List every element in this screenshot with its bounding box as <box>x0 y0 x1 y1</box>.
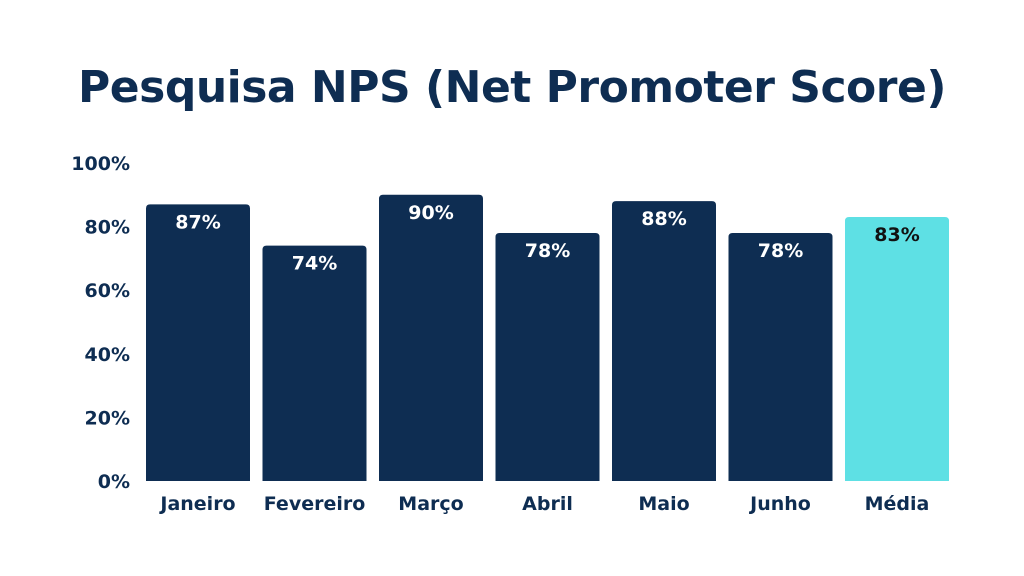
y-tick-label: 20% <box>85 407 130 429</box>
category-label: Maio <box>638 493 689 515</box>
chart-title: Pesquisa NPS (Net Promoter Score) <box>78 62 946 113</box>
data-label: 88% <box>641 208 686 230</box>
category-label: Abril <box>522 493 573 515</box>
data-label: 74% <box>292 253 337 275</box>
y-tick-label: 100% <box>71 153 130 175</box>
category-label: Fevereiro <box>264 493 366 515</box>
y-tick-label: 80% <box>85 217 130 239</box>
category-label: Março <box>398 493 463 515</box>
category-label: Média <box>865 493 930 515</box>
data-label: 90% <box>408 202 453 224</box>
y-tick-label: 60% <box>85 280 130 302</box>
data-label: 78% <box>525 240 570 262</box>
bar-2 <box>262 245 367 481</box>
bar-7 <box>845 217 949 481</box>
y-tick-label: 40% <box>85 344 130 366</box>
data-label: 87% <box>175 211 220 233</box>
data-label: 83% <box>874 224 919 246</box>
bar-1 <box>146 204 250 481</box>
y-tick-label: 0% <box>98 471 130 493</box>
category-label: Junho <box>748 493 811 515</box>
data-label: 78% <box>758 240 803 262</box>
bar-5 <box>612 201 716 481</box>
bar-3 <box>379 194 483 482</box>
bar-6 <box>728 232 833 481</box>
bar-4 <box>495 232 600 481</box>
category-label: Janeiro <box>158 493 235 515</box>
